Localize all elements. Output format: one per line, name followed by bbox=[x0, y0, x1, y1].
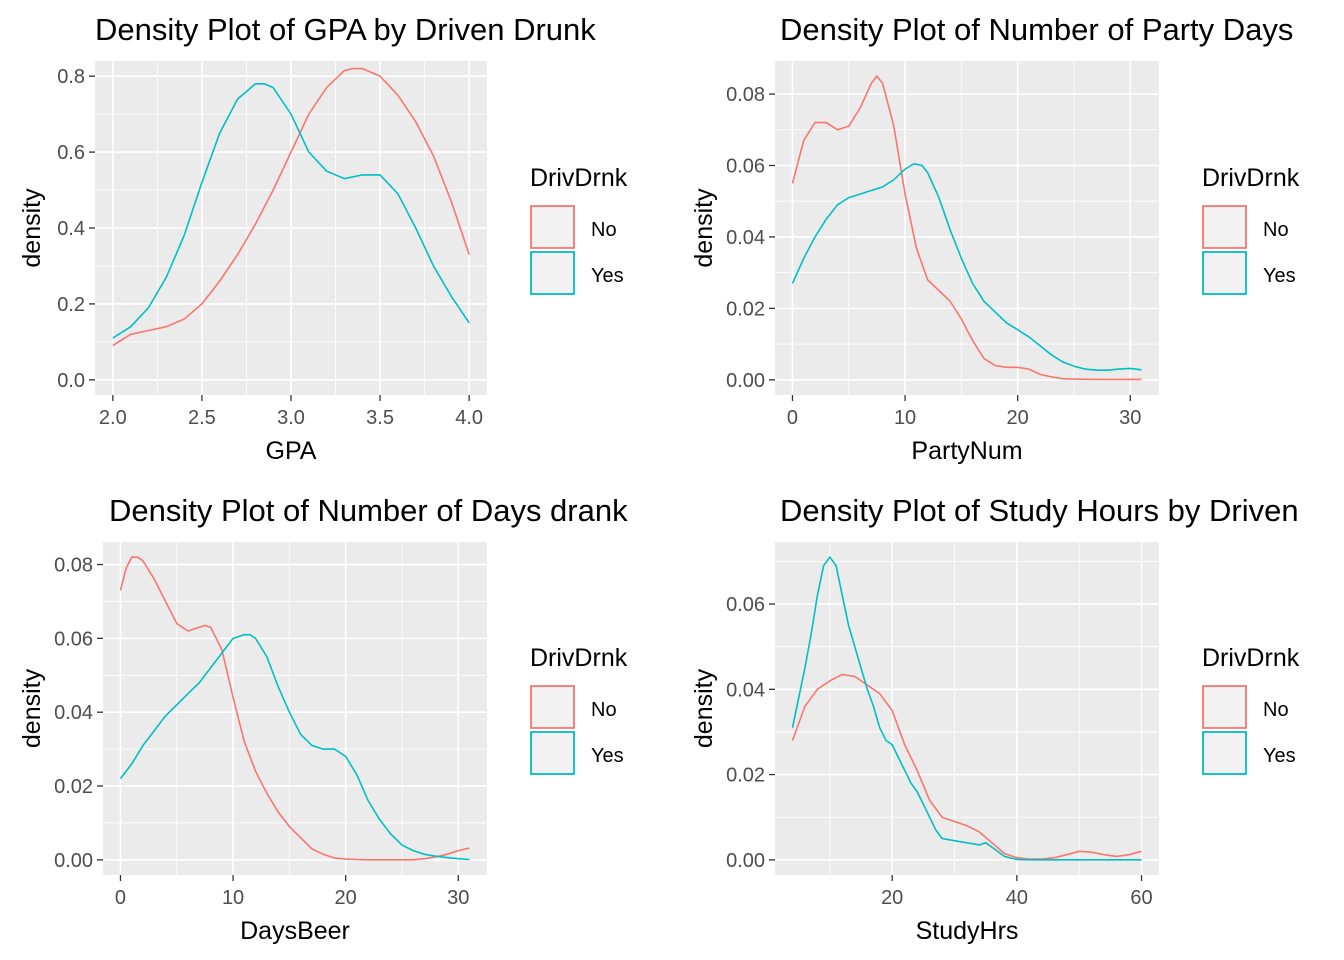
y-tick-label: 0.06 bbox=[726, 155, 765, 177]
legend: DrivDrnk No Yes bbox=[530, 164, 628, 295]
x-tick-label: 30 bbox=[1119, 407, 1141, 429]
legend-label-yes: Yes bbox=[591, 745, 624, 767]
x-axis-title: PartyNum bbox=[911, 437, 1022, 465]
legend-title: DrivDrnk bbox=[1202, 164, 1300, 192]
legend-key-yes bbox=[1202, 251, 1247, 295]
y-tick-label: 0.06 bbox=[54, 628, 93, 650]
legend-title: DrivDrnk bbox=[530, 164, 628, 192]
legend-title: DrivDrnk bbox=[1202, 644, 1300, 672]
x-tick-label: 0 bbox=[115, 887, 126, 909]
y-tick-label: 0.4 bbox=[57, 218, 85, 240]
x-tick-label: 3.5 bbox=[366, 407, 394, 429]
y-axis-title: density bbox=[18, 668, 46, 748]
gridlines bbox=[103, 542, 487, 875]
density-line-no bbox=[791, 74, 1142, 381]
x-tick-label: 20 bbox=[335, 887, 357, 909]
gridlines bbox=[775, 542, 1159, 875]
plot-panel bbox=[775, 61, 1159, 395]
legend: DrivDrnk No Yes bbox=[1202, 644, 1300, 775]
y-tick-label: 0.02 bbox=[54, 776, 93, 798]
density-line-yes bbox=[791, 162, 1142, 372]
y-tick-label: 0.08 bbox=[54, 555, 93, 577]
legend-title: DrivDrnk bbox=[530, 644, 628, 672]
x-tick-label: 0 bbox=[787, 407, 798, 429]
density-line-yes bbox=[119, 633, 470, 861]
legend-label-no: No bbox=[1263, 219, 1289, 241]
x-axis-title: GPA bbox=[266, 437, 317, 465]
y-tick-label: 0.6 bbox=[57, 142, 85, 164]
legend-label-no: No bbox=[591, 219, 617, 241]
y-tick-label: 0.04 bbox=[726, 679, 765, 701]
chart-panel-1: 2.0 2.5 3.0 3.5 4.0 0.0 0.2 0.4 0.6 0.8 GPA density… bbox=[18, 12, 628, 465]
x-axis-title: DaysBeer bbox=[240, 917, 350, 945]
legend-label-no: No bbox=[591, 699, 617, 721]
chart-title: Density Plot of GPA by Driven Drunk bbox=[95, 12, 596, 47]
legend-key-no bbox=[530, 205, 575, 249]
x-tick-label: 3.0 bbox=[277, 407, 305, 429]
chart-title: Density Plot of Number of Party Days bbox=[780, 12, 1293, 47]
x-tick-label: 10 bbox=[222, 887, 244, 909]
y-axis-title: density bbox=[18, 188, 46, 268]
x-tick-label: 30 bbox=[447, 887, 469, 909]
y-tick-label: 0.0 bbox=[57, 370, 85, 392]
y-tick-label: 0.04 bbox=[54, 702, 93, 724]
y-tick-label: 0.02 bbox=[726, 298, 765, 320]
y-axis-title: density bbox=[690, 188, 718, 268]
y-tick-label: 0.8 bbox=[57, 66, 85, 88]
y-axis-title: density bbox=[690, 668, 718, 748]
gridlines bbox=[95, 61, 487, 395]
x-axis-title: StudyHrs bbox=[916, 917, 1019, 945]
x-tick-label: 60 bbox=[1130, 887, 1152, 909]
y-tick-label: 0.08 bbox=[726, 84, 765, 106]
legend: DrivDrnk No Yes bbox=[1202, 164, 1300, 295]
legend: DrivDrnk No Yes bbox=[530, 644, 628, 775]
y-tick-label: 0.2 bbox=[57, 294, 85, 316]
x-tick-label: 20 bbox=[881, 887, 903, 909]
plot-panel bbox=[775, 542, 1159, 875]
x-tick-label: 20 bbox=[1007, 407, 1029, 429]
y-tick-label: 0.02 bbox=[726, 765, 765, 787]
x-tick-label: 2.5 bbox=[188, 407, 216, 429]
y-tick-label: 0.00 bbox=[54, 850, 93, 872]
y-tick-label: 0.04 bbox=[726, 227, 765, 249]
legend-key-no bbox=[1202, 205, 1247, 249]
y-tick-label: 0.06 bbox=[726, 594, 765, 616]
legend-key-yes bbox=[530, 731, 575, 775]
y-tick-label: 0.00 bbox=[726, 850, 765, 872]
legend-key-yes bbox=[530, 251, 575, 295]
legend-label-yes: Yes bbox=[1263, 745, 1296, 767]
x-tick-label: 2.0 bbox=[99, 407, 127, 429]
y-tick-label: 0.00 bbox=[726, 370, 765, 392]
legend-key-no bbox=[530, 685, 575, 729]
legend-key-no bbox=[1202, 685, 1247, 729]
x-tick-label: 10 bbox=[894, 407, 916, 429]
chart-panel-2: 0 10 20 30 0.00 0.02 0.04 0.06 0.08 PartyNum densi… bbox=[690, 12, 1300, 465]
legend-key-yes bbox=[1202, 731, 1247, 775]
chart-panel-4: 20 40 60 0.00 0.02 0.04 0.06 StudyHrs density Den… bbox=[690, 493, 1300, 945]
legend-label-yes: Yes bbox=[591, 265, 624, 287]
chart-panel-3: 0 10 20 30 0.00 0.02 0.04 0.06 0.08 DaysBeer densi… bbox=[18, 493, 628, 945]
chart-title: Density Plot of Study Hours by Driven bbox=[780, 493, 1299, 528]
density-line-yes bbox=[112, 83, 470, 339]
legend-label-yes: Yes bbox=[1263, 265, 1296, 287]
chart-title: Density Plot of Number of Days drank bbox=[109, 493, 628, 528]
plot-panel bbox=[103, 542, 487, 875]
density-line-yes bbox=[791, 555, 1142, 861]
x-tick-label: 4.0 bbox=[455, 407, 483, 429]
density-line-no bbox=[119, 556, 470, 861]
density-line-no bbox=[791, 673, 1142, 860]
x-tick-label: 40 bbox=[1006, 887, 1028, 909]
legend-label-no: No bbox=[1263, 699, 1289, 721]
